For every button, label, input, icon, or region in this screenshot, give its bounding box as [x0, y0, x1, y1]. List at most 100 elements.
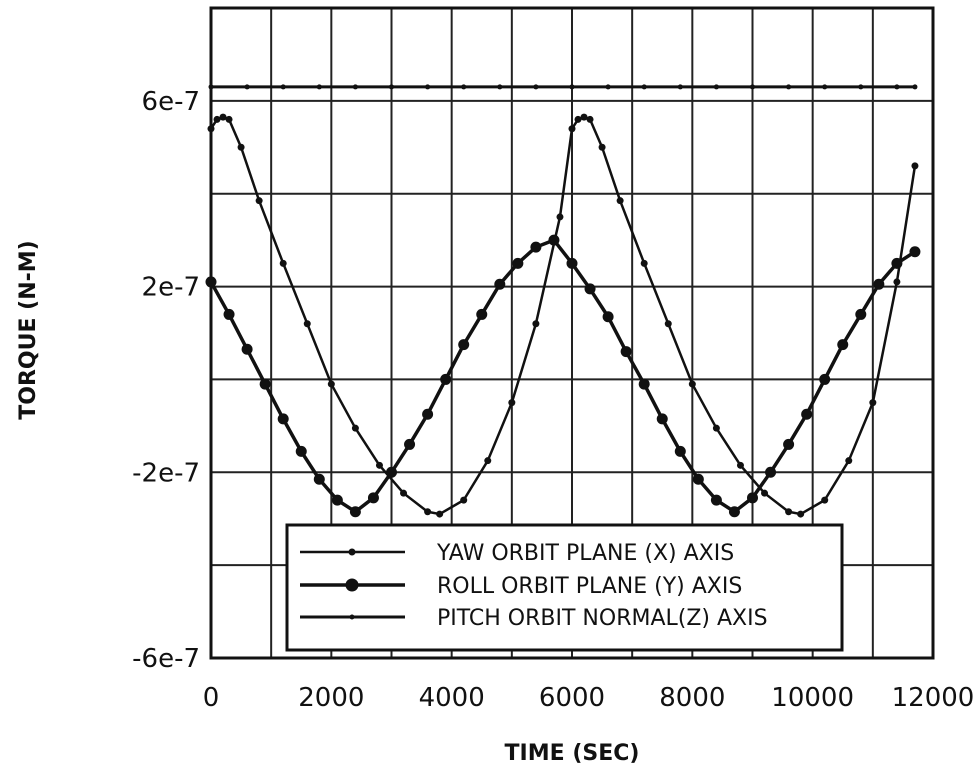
data-point-yaw	[568, 125, 576, 133]
data-point-roll	[512, 257, 524, 269]
data-point-pitch	[389, 84, 394, 90]
data-point-roll	[494, 278, 506, 290]
data-point-roll	[638, 378, 650, 390]
data-point-roll	[476, 308, 488, 320]
data-point-pitch	[713, 84, 719, 90]
data-point-roll	[855, 308, 867, 320]
data-point-roll	[602, 311, 614, 323]
y-tick-label: 2e-7	[142, 273, 200, 303]
data-point-pitch	[750, 84, 755, 90]
data-point-yaw	[821, 496, 829, 504]
data-point-yaw	[785, 508, 793, 516]
data-point-roll	[313, 473, 325, 485]
data-point-yaw	[761, 489, 769, 497]
data-point-pitch	[858, 84, 864, 90]
data-point-roll	[241, 343, 253, 355]
data-point-pitch	[316, 84, 322, 90]
y-tick-label: -6e-7	[132, 644, 200, 674]
data-point-roll	[747, 492, 758, 504]
data-point-pitch	[822, 84, 828, 90]
data-point-roll	[909, 246, 921, 258]
data-point-roll	[223, 308, 235, 320]
data-point-yaw	[279, 259, 287, 267]
x-tick-label: 4000	[419, 683, 485, 713]
data-point-yaw	[893, 278, 901, 286]
data-point-roll	[765, 466, 777, 478]
y-tick-label: -2e-7	[132, 458, 200, 488]
data-point-roll	[710, 494, 722, 506]
data-point-yaw	[845, 457, 853, 465]
data-point-roll	[548, 234, 560, 246]
data-point-pitch	[641, 84, 647, 90]
data-point-yaw	[508, 399, 516, 407]
series-layer	[205, 84, 921, 518]
legend-label-roll: ROLL ORBIT PLANE (Y) AXIS	[437, 574, 742, 599]
data-point-yaw	[436, 510, 444, 518]
data-point-roll	[692, 473, 704, 485]
legend-marker-roll	[345, 578, 359, 592]
data-point-roll	[530, 241, 542, 253]
y-axis-title: TORQUE (N-M)	[16, 240, 41, 419]
data-point-pitch	[605, 84, 611, 90]
data-point-pitch	[280, 84, 286, 90]
legend-marker-pitch	[349, 614, 355, 620]
data-point-pitch	[461, 84, 467, 90]
x-axis-title: TIME (SEC)	[505, 741, 640, 766]
data-point-roll	[891, 257, 903, 269]
data-point-yaw	[375, 461, 383, 469]
data-point-yaw	[688, 380, 696, 388]
x-tick-label: 12000	[892, 683, 975, 713]
data-point-yaw	[580, 113, 588, 121]
data-point-pitch	[894, 84, 900, 90]
data-point-pitch	[677, 84, 683, 90]
data-point-yaw	[664, 320, 672, 328]
data-point-roll	[422, 408, 434, 420]
x-tick-label: 8000	[659, 683, 725, 713]
data-point-yaw	[869, 399, 877, 407]
data-point-roll	[295, 445, 307, 457]
data-point-roll	[819, 373, 831, 385]
data-point-roll	[728, 506, 740, 518]
data-point-yaw	[598, 143, 606, 151]
data-point-roll	[404, 438, 416, 450]
data-point-yaw	[424, 508, 432, 516]
data-point-yaw	[237, 143, 245, 151]
legend: YAW ORBIT PLANE (X) AXIS ROLL ORBIT PLANE…	[285, 523, 844, 652]
x-tick-label: 6000	[539, 683, 605, 713]
data-point-roll	[584, 283, 596, 295]
data-point-roll	[331, 494, 343, 506]
y-tick-label: 6e-7	[142, 87, 200, 117]
data-point-roll	[259, 378, 271, 390]
data-point-yaw	[327, 380, 335, 388]
data-point-yaw	[797, 510, 805, 518]
axis-ticks: 0 2000 4000 6000 8000 10000 12000 -6e-7 -2e-7 2e-…	[132, 87, 974, 713]
data-point-yaw	[255, 197, 263, 205]
data-point-roll	[367, 492, 379, 504]
data-point-yaw	[574, 115, 582, 123]
data-point-yaw	[556, 213, 564, 221]
data-point-roll	[277, 413, 289, 425]
data-point-roll	[566, 257, 578, 269]
data-point-roll	[801, 408, 813, 420]
data-point-roll	[783, 438, 795, 450]
data-point-roll	[386, 466, 397, 478]
data-point-yaw	[400, 489, 408, 497]
legend-marker-yaw	[348, 548, 356, 556]
data-point-pitch	[533, 84, 539, 90]
data-point-roll	[458, 339, 470, 351]
data-point-yaw	[303, 320, 311, 328]
series-line-roll	[209, 238, 916, 514]
legend-items: YAW ORBIT PLANE (X) AXIS ROLL ORBIT PLANE…	[300, 541, 768, 631]
data-point-roll	[837, 339, 849, 351]
data-point-yaw	[484, 457, 492, 465]
data-point-pitch	[786, 84, 792, 90]
data-point-roll	[440, 373, 452, 385]
data-point-yaw	[351, 424, 359, 432]
data-point-yaw	[911, 162, 919, 170]
data-point-yaw	[616, 197, 624, 205]
data-point-yaw	[736, 461, 744, 469]
data-point-roll	[674, 445, 686, 457]
legend-label-yaw: YAW ORBIT PLANE (X) AXIS	[436, 541, 734, 566]
data-point-pitch	[912, 84, 918, 90]
